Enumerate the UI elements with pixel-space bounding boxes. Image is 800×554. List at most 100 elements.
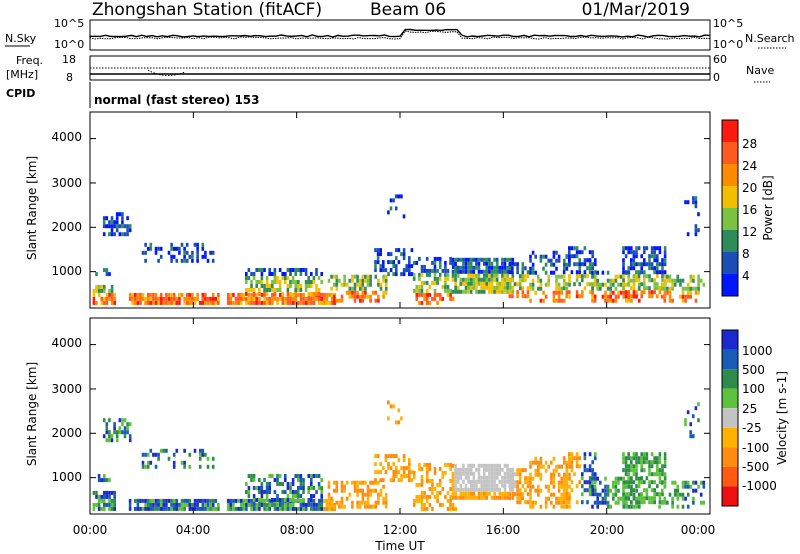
- velocity-cell: [172, 464, 176, 469]
- velocity-cell: [529, 460, 532, 465]
- power-cell: [656, 270, 659, 275]
- velocity-cell: [449, 486, 452, 491]
- power-cell: [289, 296, 292, 301]
- velocity-cell: [529, 500, 532, 505]
- velocity-cell: [159, 448, 163, 453]
- velocity-cell: [172, 460, 176, 465]
- power-cell: [379, 264, 382, 269]
- velocity-cell: [343, 504, 346, 509]
- power-cell: [121, 232, 124, 237]
- power-cell: [650, 294, 654, 299]
- power-cell: [568, 250, 571, 255]
- velocity-cell: [387, 462, 390, 467]
- velocity-cell: [110, 438, 114, 443]
- velocity-cell: [663, 476, 667, 481]
- velocity-cell: [547, 484, 550, 489]
- power-cell: [583, 246, 587, 251]
- power-cell: [684, 286, 687, 291]
- power-cell: [420, 264, 424, 269]
- velocity-cell: [105, 502, 109, 507]
- velocity-cell: [619, 496, 623, 501]
- power-cell: [475, 273, 478, 278]
- power-cell: [508, 294, 512, 299]
- velocity-cell: [229, 502, 233, 507]
- power-cell: [531, 286, 535, 291]
- velocity-cell: [464, 467, 468, 472]
- power-cell: [568, 262, 571, 267]
- velocity-cell: [307, 486, 310, 490]
- velocity-cell: [454, 463, 457, 468]
- power-cell: [438, 264, 442, 269]
- power-cell: [503, 273, 507, 278]
- velocity-cell: [263, 502, 266, 507]
- power-cell: [694, 204, 698, 209]
- velocity-cell: [472, 491, 476, 496]
- velocity-cell: [234, 498, 238, 503]
- power-cell: [581, 290, 584, 295]
- velocity-cell: [663, 500, 667, 505]
- power-cell: [630, 246, 633, 251]
- velocity-cell: [286, 494, 290, 498]
- velocity-cell: [552, 492, 556, 497]
- power-cell: [149, 296, 153, 301]
- power-cell: [323, 300, 326, 305]
- power-cell: [405, 268, 408, 273]
- power-cell: [658, 270, 662, 275]
- power-cell: [170, 258, 173, 263]
- velocity-cell: [276, 494, 279, 498]
- velocity-cell: [531, 504, 535, 509]
- velocity-cell: [95, 494, 98, 499]
- power-cell: [358, 282, 362, 287]
- velocity-cell: [281, 506, 285, 511]
- velocity-cell: [454, 471, 457, 476]
- power-cell: [637, 270, 641, 275]
- velocity-cell: [387, 466, 390, 471]
- power-cell: [196, 258, 199, 263]
- velocity-cell: [103, 494, 106, 499]
- power-cell: [456, 269, 460, 274]
- power-cell: [526, 290, 530, 295]
- power-cell: [420, 272, 424, 277]
- power-cell: [622, 282, 625, 287]
- power-cell: [627, 270, 630, 275]
- power-cell: [263, 300, 266, 305]
- power-cell: [524, 294, 527, 299]
- power-cell: [464, 289, 468, 294]
- velocity-cell: [640, 460, 643, 465]
- velocity-cell: [211, 502, 215, 507]
- power-cell: [477, 257, 481, 262]
- velocity-cell: [387, 400, 390, 405]
- velocity-cell: [645, 452, 649, 457]
- power-cell: [400, 252, 403, 257]
- power-cell: [663, 278, 667, 283]
- power-cell: [281, 292, 284, 296]
- velocity-cell: [477, 491, 481, 496]
- power-cell: [516, 282, 519, 287]
- power-colorbar-swatch: [722, 164, 738, 186]
- velocity-cell: [467, 487, 470, 492]
- power-cell: [356, 294, 359, 299]
- velocity-cell: [451, 487, 455, 492]
- velocity-cell: [250, 474, 253, 478]
- power-cell: [632, 258, 636, 263]
- power-cell: [552, 294, 556, 299]
- power-cell: [289, 272, 292, 276]
- power-cell: [689, 274, 693, 279]
- velocity-cell: [183, 448, 186, 453]
- power-cell: [281, 296, 285, 301]
- velocity-cell: [384, 470, 388, 475]
- power-cell: [648, 266, 651, 271]
- velocity-cell: [531, 484, 535, 489]
- power-cell: [286, 296, 290, 301]
- power-cell: [250, 300, 253, 305]
- power-cell: [291, 280, 295, 284]
- power-cell: [273, 288, 277, 292]
- velocity-cell: [172, 502, 176, 507]
- power-cell: [586, 266, 589, 271]
- velocity-cell: [281, 490, 284, 494]
- power-cell: [547, 278, 550, 283]
- power-cell: [625, 282, 628, 287]
- power-cell: [307, 292, 310, 296]
- power-cell: [325, 296, 329, 301]
- power-cell: [317, 300, 321, 305]
